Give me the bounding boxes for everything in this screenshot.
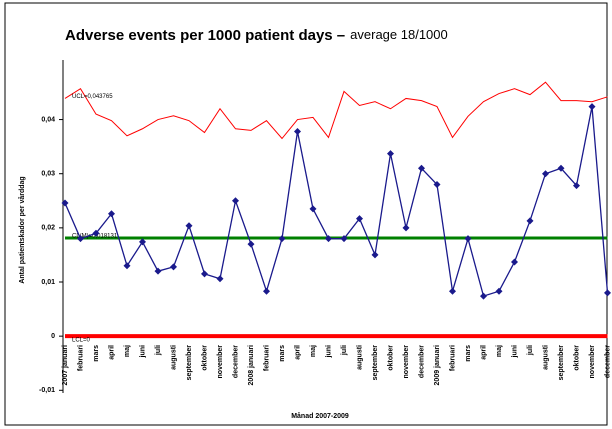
x-tick-label: juni <box>511 345 518 358</box>
x-tick-label: 2008 januari <box>248 345 255 386</box>
data-point <box>495 287 503 295</box>
y-tick-label: 0 <box>51 333 55 340</box>
data-point <box>201 270 208 278</box>
x-tick-label: augusti <box>170 345 177 370</box>
y-tick-label: -0,01 <box>39 387 55 394</box>
x-tick-label: oktober <box>387 345 394 371</box>
chart-title: Adverse events per 1000 patient days – av… <box>65 27 448 44</box>
x-tick-label: september <box>186 345 193 381</box>
x-tick-label: april <box>294 345 301 360</box>
x-tick-label: september <box>558 345 565 381</box>
x-tick-label: maj <box>124 345 131 357</box>
x-tick-label: augusti <box>542 345 549 370</box>
control-limit-label: LCL=0 <box>72 338 91 344</box>
subtitle: average 18/1000 <box>350 27 448 42</box>
y-tick-label: 0,02 <box>41 225 55 232</box>
data-point <box>387 150 394 158</box>
y-tick-label: 0,03 <box>41 171 55 178</box>
x-tick-label: augusti <box>356 345 363 370</box>
x-tick-label: februari <box>77 345 84 371</box>
data-point <box>61 199 69 207</box>
x-tick-label: december <box>232 345 239 378</box>
x-tick-label: september <box>372 345 379 381</box>
data-point <box>77 235 84 243</box>
data-point <box>294 127 301 135</box>
x-tick-label: 2007 januari <box>62 345 69 386</box>
data-point <box>309 205 317 213</box>
x-tick-label: februari <box>263 345 270 371</box>
y-axis-label: Antal patientskador per vårddag <box>18 176 26 283</box>
x-tick-label: 2009 januari <box>434 345 441 386</box>
data-point <box>604 289 611 297</box>
data-point <box>573 182 580 190</box>
data-point <box>232 197 239 205</box>
x-tick-label: mars <box>279 345 286 362</box>
data-point <box>526 217 534 225</box>
data-point <box>542 170 549 178</box>
data-point <box>92 229 100 237</box>
y-tick-label: 0,01 <box>41 279 55 286</box>
data-point <box>433 181 441 189</box>
frame <box>4 2 608 426</box>
x-tick-label: maj <box>496 345 503 357</box>
data-point <box>247 240 255 248</box>
x-tick-label: juni <box>325 345 332 358</box>
data-point <box>263 287 270 295</box>
x-tick-label: maj <box>310 345 317 357</box>
data-point <box>557 164 565 172</box>
data-point <box>154 267 162 275</box>
data-point <box>402 224 410 232</box>
data-point <box>588 103 596 111</box>
x-axis-label: Månad 2007-2009 <box>291 412 349 420</box>
data-point <box>449 287 456 295</box>
control-limit-label: CL(M)=0,018131 <box>72 234 118 240</box>
x-tick-label: juni <box>139 345 146 358</box>
x-tick-label: november <box>589 345 596 379</box>
data-point <box>511 258 518 266</box>
x-tick-label: april <box>480 345 487 360</box>
x-tick-label: november <box>217 345 224 379</box>
x-tick-label: april <box>108 345 115 360</box>
data-point <box>418 164 425 172</box>
control-limit-label: UCL=0,043765 <box>72 94 113 100</box>
data-point <box>185 222 193 230</box>
series-line <box>64 106 609 297</box>
x-tick-label: mars <box>465 345 472 362</box>
title: Adverse events per 1000 patient days – <box>65 27 345 44</box>
data-point <box>356 215 363 223</box>
series-line <box>64 81 608 140</box>
data-point <box>139 238 146 246</box>
data-point <box>216 275 224 283</box>
y-tick-label: 0,04 <box>41 116 55 123</box>
x-tick-label: juli <box>341 345 348 356</box>
data-point <box>340 235 348 243</box>
x-tick-label: juli <box>527 345 534 356</box>
data-point <box>480 292 487 300</box>
x-tick-label: november <box>403 345 410 379</box>
data-point <box>371 251 379 259</box>
data-point <box>464 235 472 243</box>
x-tick-label: december <box>418 345 425 378</box>
x-tick-label: juli <box>155 345 162 356</box>
x-tick-label: oktober <box>573 345 580 371</box>
x-tick-label: mars <box>93 345 100 362</box>
data-point <box>108 210 115 218</box>
data-point <box>325 235 332 243</box>
data-point <box>278 235 286 243</box>
x-tick-label: februari <box>449 345 456 371</box>
data-point <box>170 263 177 271</box>
x-tick-label: oktober <box>201 345 208 371</box>
data-point <box>123 262 131 270</box>
x-tick-label: december <box>604 345 611 378</box>
